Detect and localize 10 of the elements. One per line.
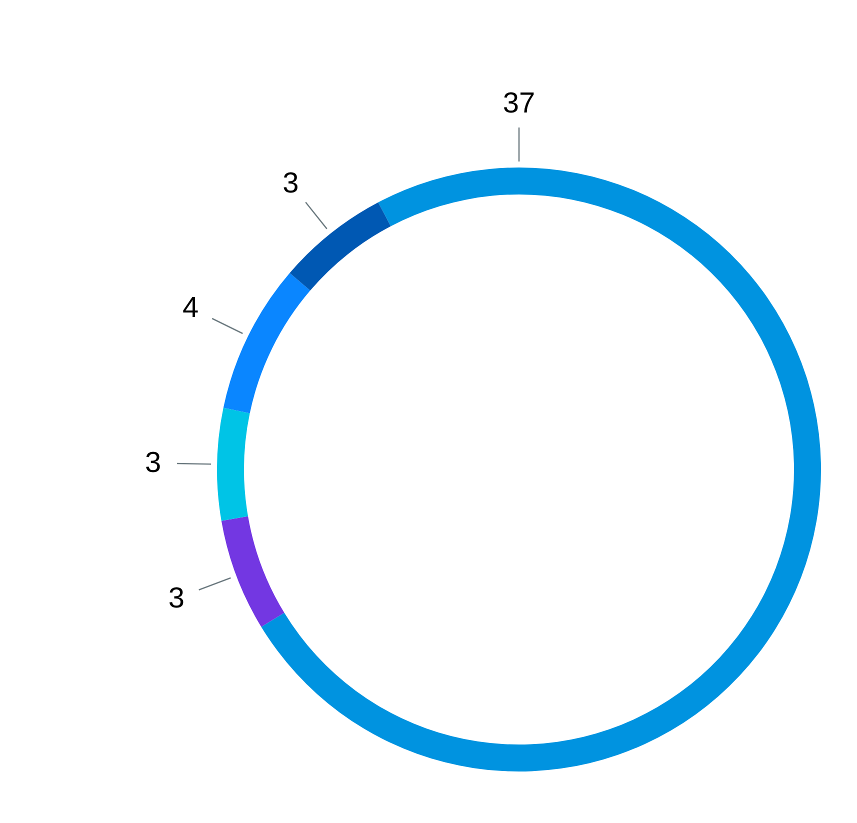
donut-slice: [261, 168, 821, 772]
data-label: 3: [282, 167, 299, 200]
data-label: 3: [168, 582, 184, 614]
donut-slice: [217, 408, 250, 521]
data-label: 4: [182, 292, 199, 324]
data-label: 3: [144, 447, 162, 480]
donut-slice: [221, 516, 284, 627]
donut-slice: [290, 202, 391, 291]
data-label: 37: [502, 88, 536, 120]
donut-slice: [223, 272, 310, 414]
